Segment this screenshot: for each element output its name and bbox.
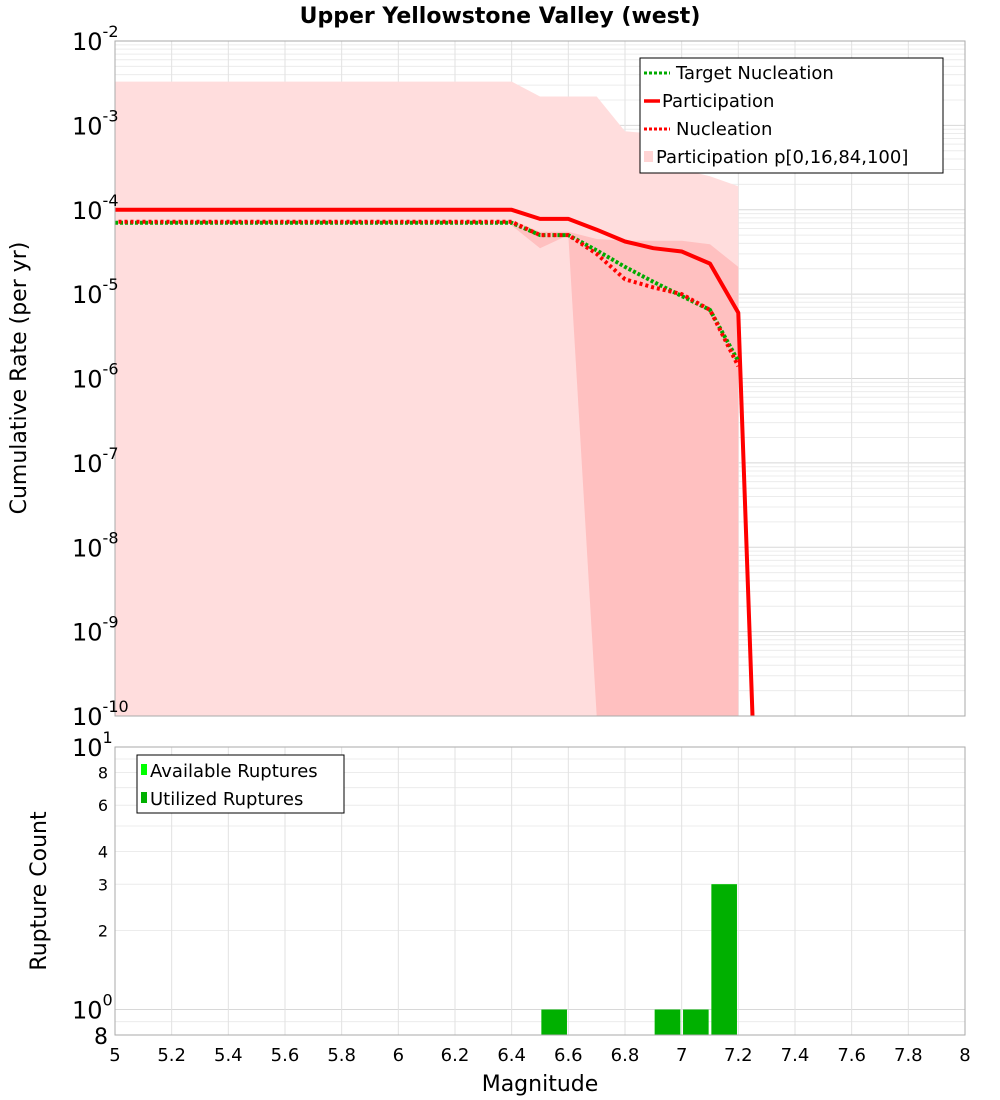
legend-swatch-utilized-ruptures [141, 792, 147, 803]
top-y-tick-label: 10-5 [72, 275, 119, 309]
bottom-legend: Available Ruptures Utilized Ruptures [136, 754, 345, 814]
legend-label-participation: Participation [662, 91, 774, 112]
x-tick-label: 6.2 [441, 1045, 470, 1066]
bottom-y-tick-label: 8 [94, 1025, 108, 1050]
x-tick-label: 5.4 [214, 1045, 243, 1066]
top-y-tick-label: 10-6 [72, 360, 119, 394]
x-tick-label: 7 [676, 1045, 687, 1066]
bottom-y-tick-label: 6 [98, 796, 108, 815]
x-tick-label: 7.6 [837, 1045, 866, 1066]
series-nucleation [115, 219, 741, 368]
legend-swatch-available-ruptures [141, 764, 147, 775]
top-lines [115, 207, 755, 717]
x-tick-label: 5.2 [157, 1045, 186, 1066]
x-axis-label: Magnitude [482, 1072, 599, 1097]
top-y-tick-label: 10-4 [72, 191, 119, 225]
x-tick-label: 7.8 [894, 1045, 923, 1066]
utilized-ruptures-bar [711, 884, 737, 1035]
bottom-bars [541, 884, 737, 1035]
x-tick-label: 6 [393, 1045, 404, 1066]
top-plot-frame [114, 40, 966, 717]
top-legend: Target Nucleation Participation Nucleati… [639, 57, 944, 174]
top-y-tick-label: 10-10 [72, 697, 129, 731]
top-y-ticks: 10-10 10-9 10-8 10-7 10-6 10-5 10-4 10-3 10-2 [72, 22, 129, 731]
bottom-y-tick-label: 4 [98, 842, 108, 861]
utilized-ruptures-bar [654, 1009, 681, 1035]
top-y-tick-label: 10-9 [72, 613, 119, 647]
top-y-tick-label: 10-2 [72, 22, 119, 56]
bottom-y-tick-label-major: 101 [72, 728, 113, 762]
x-tick-label: 6.8 [611, 1045, 640, 1066]
x-tick-label: 5 [109, 1045, 120, 1066]
top-y-tick-label: 10-8 [72, 528, 119, 562]
x-tick-label: 5.8 [327, 1045, 356, 1066]
bottom-y-axis-label: Rupture Count [27, 811, 52, 971]
utilized-ruptures-bar [683, 1009, 709, 1035]
bottom-y-tick-label-major: 100 [72, 991, 113, 1025]
bottom-plot-frame [114, 746, 966, 1036]
band-p-16-84- [511, 220, 739, 717]
top-bands [115, 81, 739, 717]
chart-title: Upper Yellowstone Valley (west) [300, 4, 701, 29]
bottom-y-tick-label: 8 [98, 763, 108, 782]
x-tick-label: 6.6 [554, 1045, 583, 1066]
series-participation [115, 207, 755, 717]
top-panel: 10-10 10-9 10-8 10-7 10-6 10-5 10-4 10-3 10-2 Cu… [7, 22, 966, 731]
legend-label-available-ruptures: Available Ruptures [150, 761, 318, 782]
legend-label-utilized-ruptures: Utilized Ruptures [150, 789, 303, 810]
legend-label-nucleation: Nucleation [676, 119, 772, 140]
bottom-x-ticks: 5 5.2 5.4 5.6 5.8 6 6.2 6.4 6.6 6.8 7 7.2 7.4 7.6 7.8 8 [109, 1045, 970, 1066]
top-y-tick-label: 10-3 [72, 106, 119, 140]
bottom-y-tick-label: 3 [98, 875, 108, 894]
x-tick-label: 5.6 [271, 1045, 300, 1066]
legend-swatch-participation-band [644, 151, 653, 162]
x-tick-label: 7.4 [781, 1045, 810, 1066]
utilized-ruptures-bar [541, 1009, 567, 1035]
x-tick-label: 6.4 [497, 1045, 526, 1066]
legend-label-target-nucleation: Target Nucleation [675, 63, 834, 84]
top-y-axis-label: Cumulative Rate (per yr) [7, 242, 32, 515]
legend-label-participation-band: Participation p[0,16,84,100] [656, 147, 908, 168]
top-y-tick-label: 10-7 [72, 444, 119, 478]
x-tick-label: 7.2 [724, 1045, 753, 1066]
top-legend-box [639, 57, 944, 174]
bottom-legend-box [136, 754, 345, 814]
bottom-y-tick-label: 2 [98, 922, 108, 941]
x-tick-label: 8 [959, 1045, 970, 1066]
